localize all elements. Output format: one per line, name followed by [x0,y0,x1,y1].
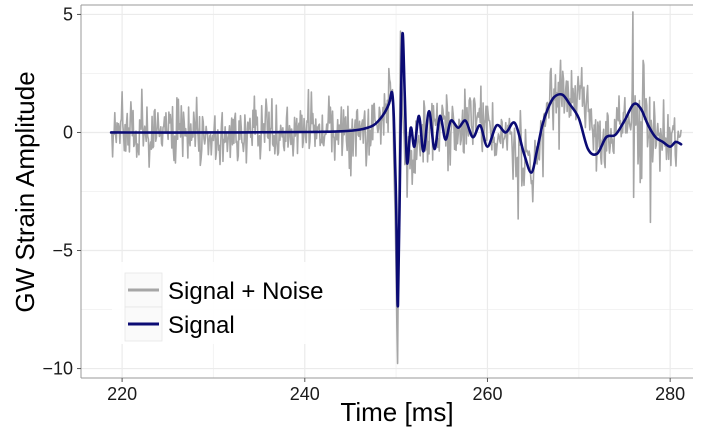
signal-series [109,32,683,308]
y-tick-label: −5 [52,241,73,261]
y-tick-label: 5 [63,4,73,24]
ticks: 220 240 260 280 5 0 −5 −10 [42,4,685,404]
signal-line [109,32,683,308]
y-tick-label: −10 [42,359,73,379]
x-tick-label: 220 [107,384,137,404]
x-axis-title: Time [ms] [340,397,453,427]
legend-label-noise: Signal + Noise [168,278,323,305]
x-tick-label: 280 [655,384,685,404]
legend-label-signal: Signal [168,312,235,339]
y-tick-label: 0 [63,122,73,142]
x-tick-label: 240 [290,384,320,404]
grid-lines [81,5,693,378]
legend: Signal + Noise Signal [112,262,360,344]
x-tick-label: 260 [472,384,502,404]
axes [80,4,693,379]
y-axis-title: GW Strain Amplitude [10,71,40,312]
